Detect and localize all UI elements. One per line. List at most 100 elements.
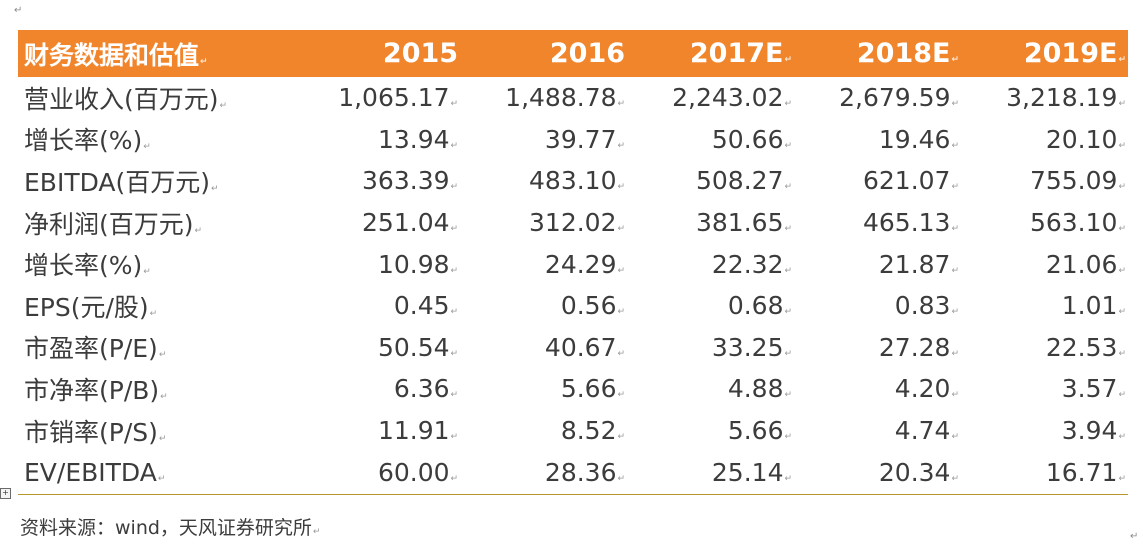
value-text: 16.71 [1045, 457, 1118, 487]
cell-end-mark-icon: ↵ [194, 225, 203, 236]
value-cell: 1,488.78↵ [460, 83, 627, 112]
cell-end-mark-icon: ↵ [143, 142, 151, 153]
cell-end-mark-icon: ↵ [784, 55, 793, 65]
row-label-cell: 市销率(P/S)↵ [18, 413, 293, 449]
value-cell: 755.09↵ [961, 166, 1128, 195]
value-cell: 60.00↵ [293, 458, 460, 487]
cell-end-mark-icon: ↵ [784, 348, 793, 359]
cell-end-mark-icon: ↵ [617, 390, 626, 401]
value-text: 28.36 [544, 457, 617, 487]
cell-end-mark-icon: ↵ [784, 182, 793, 193]
cell-end-mark-icon: ↵ [158, 350, 167, 361]
table-move-handle-icon[interactable]: + [0, 488, 11, 499]
cell-end-mark-icon: ↵ [450, 224, 459, 235]
value-text: 11.91 [377, 416, 450, 446]
value-text: 1.01 [1061, 291, 1118, 321]
header-cell-2019e: 2019E↵ [961, 38, 1128, 69]
cell-end-mark-icon: ↵ [211, 183, 219, 194]
value-text: 21.87 [878, 249, 951, 279]
value-text: 50.66 [711, 124, 784, 154]
paragraph-mark-top: ↵ [14, 5, 23, 16]
value-text: 22.32 [711, 249, 784, 279]
value-text: 465.13 [862, 208, 951, 238]
value-text: 312.02 [529, 208, 617, 238]
cell-end-mark-icon: ↵ [617, 265, 626, 276]
cell-end-mark-icon: ↵ [157, 473, 166, 484]
value-text: 25.14 [711, 457, 784, 487]
value-cell: 6.36↵ [293, 374, 460, 403]
value-cell: 22.53↵ [961, 333, 1128, 362]
value-text: 755.09 [1029, 166, 1118, 196]
value-text: 21.06 [1045, 249, 1118, 279]
cell-end-mark-icon: ↵ [1118, 55, 1126, 65]
value-text: 483.10 [529, 166, 617, 196]
cell-end-mark-icon: ↵ [450, 265, 459, 276]
value-cell: 0.56↵ [460, 291, 627, 320]
value-text: 4.88 [727, 374, 784, 404]
row-label-cell: 增长率(%)↵ [18, 121, 293, 157]
value-cell: 4.88↵ [627, 374, 794, 403]
cell-end-mark-icon: ↵ [784, 265, 793, 276]
table-row: 市净率(P/B)↵ 6.36↵ 5.66↵ 4.88↵ 4.20↵ 3.57↵ [18, 368, 1128, 410]
value-cell: 5.66↵ [460, 374, 627, 403]
cell-end-mark-icon: ↵ [951, 140, 960, 151]
cell-end-mark-icon: ↵ [617, 140, 626, 151]
source-note-text: 资料来源：wind，天风证券研究所 [20, 517, 312, 539]
cell-end-mark-icon: ↵ [1118, 140, 1126, 151]
value-cell: 508.27↵ [627, 166, 794, 195]
cell-end-mark-icon: ↵ [784, 224, 793, 235]
cell-end-mark-icon: ↵ [617, 348, 626, 359]
header-cell-2018e: 2018E↵ [794, 38, 961, 69]
row-label-cell: 市净率(P/B)↵ [18, 371, 293, 407]
cell-end-mark-icon: ↵ [149, 308, 158, 319]
value-text: 3,218.19 [1006, 83, 1118, 113]
value-text: 1,065.17 [338, 83, 450, 113]
table-row: EBITDA(百万元)↵ 363.39↵ 483.10↵ 508.27↵ 621.07↵… [18, 160, 1128, 202]
cell-end-mark-icon: ↵ [617, 224, 626, 235]
cell-end-mark-icon: ↵ [617, 473, 626, 484]
cell-end-mark-icon: ↵ [951, 307, 960, 318]
cell-end-mark-icon: ↵ [784, 390, 793, 401]
value-cell: 3.94↵ [961, 416, 1128, 445]
cell-end-mark-icon: ↵ [951, 99, 960, 110]
value-text: 563.10 [1029, 208, 1118, 238]
value-text: 8.52 [560, 416, 617, 446]
cell-end-mark-icon: ↵ [617, 99, 626, 110]
header-cell-text: 财务数据和估值 [24, 40, 200, 70]
value-text: 39.77 [544, 124, 617, 154]
cell-end-mark-icon: ↵ [450, 348, 459, 359]
value-cell: 21.87↵ [794, 250, 961, 279]
value-text: 24.29 [544, 249, 617, 279]
table-header-row: 财务数据和估值 ↵ 2015 2016 2017E↵ 2018E↵ 2019E↵ [18, 30, 1128, 77]
cell-end-mark-icon: ↵ [617, 432, 626, 443]
row-label: 增长率(%) [24, 251, 143, 281]
cell-end-mark-icon: ↵ [450, 99, 459, 110]
row-label: 增长率(%) [24, 126, 143, 156]
value-cell: 24.29↵ [460, 250, 627, 279]
cell-end-mark-icon: ↵ [450, 473, 459, 484]
value-cell: 4.20↵ [794, 374, 961, 403]
header-cell-2016: 2016 [460, 38, 627, 69]
value-text: 3.57 [1061, 374, 1118, 404]
cell-end-mark-icon: ↵ [951, 348, 960, 359]
cell-end-mark-icon: ↵ [1118, 390, 1126, 401]
cell-end-mark-icon: ↵ [951, 432, 960, 443]
value-cell: 2,679.59↵ [794, 83, 961, 112]
table-row: 市盈率(P/E)↵ 50.54↵ 40.67↵ 33.25↵ 27.28↵ 22.53↵ [18, 327, 1128, 369]
header-cell-2017e: 2017E↵ [627, 38, 794, 69]
header-cell-text: 2015 [382, 38, 459, 69]
value-text: 20.34 [878, 457, 951, 487]
value-cell: 465.13↵ [794, 208, 961, 237]
value-cell: 22.32↵ [627, 250, 794, 279]
row-label: EV/EBITDA [24, 457, 157, 487]
cell-end-mark-icon: ↵ [1118, 265, 1126, 276]
cell-end-mark-icon: ↵ [158, 433, 167, 444]
value-cell: 2,243.02↵ [627, 83, 794, 112]
value-cell: 3.57↵ [961, 374, 1128, 403]
cell-end-mark-icon: ↵ [450, 182, 459, 193]
value-text: 20.10 [1045, 124, 1118, 154]
row-label-cell: EPS(元/股)↵ [18, 288, 293, 324]
value-text: 2,679.59 [839, 83, 951, 113]
value-text: 5.66 [727, 416, 784, 446]
table-body: 营业收入(百万元)↵ 1,065.17↵ 1,488.78↵ 2,243.02↵ 2,6… [18, 77, 1128, 493]
